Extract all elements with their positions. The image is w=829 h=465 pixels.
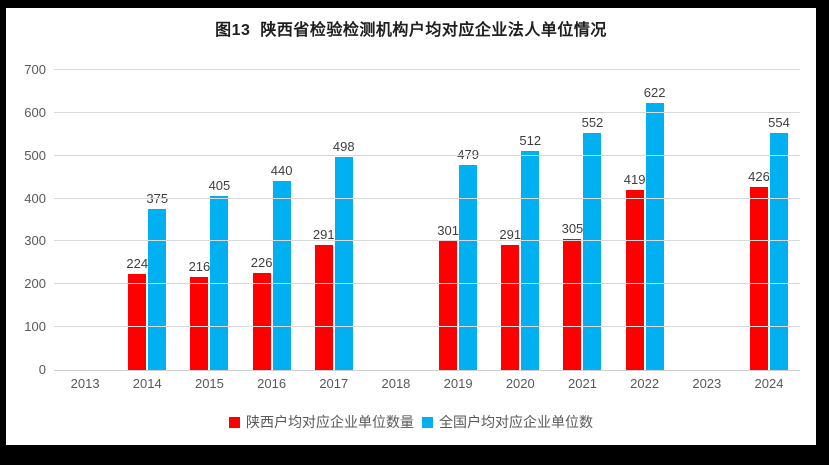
plot-area: 224 375 216 405 226 440 291 498 301 479 291 512 305 5… [24, 62, 800, 377]
y-axis-tick-label: 300 [24, 233, 46, 249]
data-label-shaanxi: 305 [561, 221, 584, 237]
bar-national: 498 [333, 139, 355, 370]
data-label-national: 375 [146, 191, 169, 207]
data-label-national: 498 [332, 138, 355, 154]
category-column: 291 498 [303, 70, 365, 370]
bar-national: 554 [768, 115, 790, 370]
gridline [54, 283, 800, 285]
y-axis-tick-label: 400 [24, 190, 46, 206]
bar-shaanxi: 291 [499, 227, 521, 370]
gridline [54, 326, 800, 328]
x-axis-label: 2020 [505, 376, 535, 391]
category-column: 301 479 [427, 70, 489, 370]
data-label-shaanxi: 226 [250, 255, 273, 271]
category-column [365, 70, 427, 370]
bar-shaanxi: 291 [313, 227, 335, 370]
chart-title: 图13 陕西省检验检测机构户均对应企业法人单位情况 [215, 22, 607, 39]
category-column: 426 554 [738, 70, 800, 370]
data-label-national: 552 [581, 115, 604, 131]
y-axis-tick-label: 100 [24, 319, 46, 335]
bar-shaanxi: 226 [251, 255, 272, 370]
bar-national: 440 [271, 163, 292, 370]
legend-label-national: 全国户均对应企业单位数 [439, 414, 593, 430]
plot-columns: 224 375 216 405 226 440 291 498 301 479 291 512 305 5… [54, 70, 800, 370]
data-label-shaanxi: 426 [748, 169, 770, 185]
data-label-shaanxi: 419 [623, 172, 646, 188]
legend-label-shaanxi: 陕西户均对应企业单位数量 [246, 414, 414, 430]
bar-shaanxi: 419 [624, 172, 645, 370]
legend-entry-national: 全国户均对应企业单位数 [422, 412, 593, 432]
data-label-shaanxi: 301 [437, 223, 459, 238]
x-axis-label: 2021 [568, 376, 597, 391]
category-column: 226 440 [241, 70, 303, 370]
gridline [54, 197, 800, 199]
data-label-shaanxi: 291 [499, 227, 522, 243]
x-axis-label: 2019 [443, 376, 473, 391]
x-axis-label: 2015 [194, 376, 224, 391]
category-column: 224 375 [116, 70, 178, 370]
bar-shaanxi: 426 [748, 169, 770, 370]
bar-national: 512 [519, 133, 541, 370]
data-label-national: 622 [643, 85, 666, 101]
legend: 陕西户均对应企业单位数量 全国户均对应企业单位数 [6, 412, 816, 432]
category-column [676, 70, 738, 370]
gridline [54, 111, 800, 113]
legend-marker-shaanxi-icon [229, 416, 240, 428]
category-column [54, 70, 116, 370]
x-axis-label: 2014 [132, 376, 162, 391]
bar-national: 622 [644, 85, 665, 370]
y-axis-tick-label: 700 [24, 62, 46, 77]
category-column: 305 552 [551, 70, 613, 370]
data-label-national: 405 [208, 178, 231, 194]
category-column: 291 512 [489, 70, 551, 370]
legend-marker-national-icon [422, 416, 433, 428]
data-label-shaanxi: 224 [126, 256, 149, 271]
bar-shaanxi: 305 [562, 221, 583, 370]
y-axis-tick-label: 500 [24, 147, 46, 163]
bar-shaanxi: 301 [437, 223, 459, 370]
x-axis-label: 2022 [630, 376, 660, 391]
category-column: 419 622 [614, 70, 676, 370]
y-axis-tick-label: 600 [24, 104, 46, 120]
bar-national: 375 [146, 191, 168, 370]
y-axis-tick-label: 0 [38, 362, 46, 377]
x-axis-label: 2017 [319, 376, 349, 391]
bar-shaanxi: 224 [126, 256, 148, 370]
x-axis-label: 2018 [381, 376, 411, 391]
data-label-national: 512 [519, 132, 542, 148]
y-axis-tick-label: 200 [24, 276, 46, 292]
bar-shaanxi: 216 [189, 259, 210, 370]
gridline [54, 154, 800, 156]
x-axis-label: 2023 [692, 376, 722, 391]
bar-national: 479 [457, 147, 479, 370]
bar-national: 552 [582, 115, 603, 370]
data-label-national: 440 [270, 163, 293, 179]
legend-entry-shaanxi: 陕西户均对应企业单位数量 [229, 412, 414, 432]
x-axis-label: 2016 [257, 376, 287, 391]
data-label-shaanxi: 291 [312, 227, 335, 243]
gridline [54, 69, 800, 70]
data-label-shaanxi: 216 [188, 259, 211, 275]
data-label-national: 554 [768, 114, 790, 130]
x-axis-label: 2013 [70, 376, 100, 391]
chart-canvas: 图13 陕西省检验检测机构户均对应企业法人单位情况 224 375 216 405 22… [6, 8, 816, 445]
x-axis: 2013 2014 2015 2016 2017 2018 2019 2020 2021 2022… [54, 376, 800, 396]
data-label-national: 479 [457, 146, 479, 162]
x-axis-label: 2024 [754, 376, 784, 391]
gridline [54, 240, 800, 242]
category-column: 216 405 [178, 70, 240, 370]
